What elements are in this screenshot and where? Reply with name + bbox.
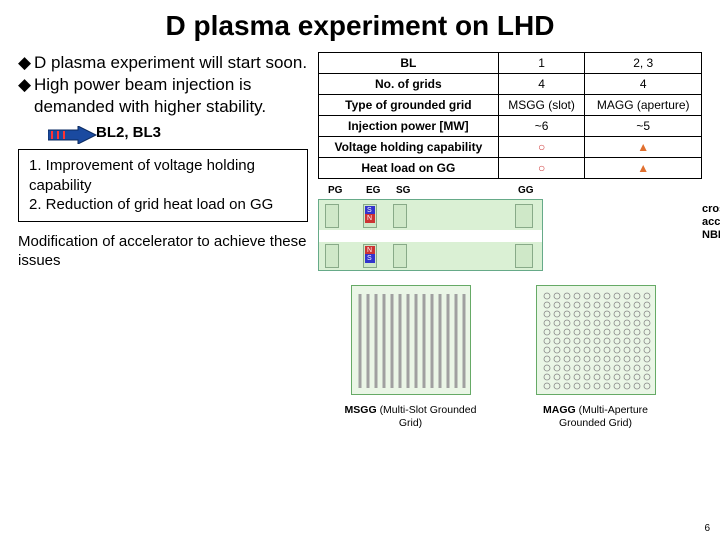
table-cell: Injection power [MW] (319, 116, 499, 137)
diagram-area: PGEGSGGG SNNS cross-section of accelerat… (318, 185, 702, 455)
table-cell: ~5 (585, 116, 702, 137)
arrow-label: BL2, BL3 (96, 124, 161, 141)
cross-section-diagram: PGEGSGGG SNNS (318, 185, 563, 275)
grid-label: PG (328, 185, 342, 196)
magg-figure: MAGG (Multi-Aperture Grounded Grid) (521, 285, 671, 429)
grid-label: EG (366, 185, 380, 196)
bullet-marker: ◆ (18, 52, 34, 74)
magg-caption: MAGG (Multi-Aperture Grounded Grid) (521, 404, 671, 429)
table-cell: Heat load on GG (319, 158, 499, 179)
comparison-table: BL12, 3No. of grids44Type of grounded gr… (318, 52, 702, 179)
table-cell: 4 (498, 74, 585, 95)
bullet-item: ◆ D plasma experiment will start soon. (18, 52, 308, 74)
table-cell: MSGG (slot) (498, 95, 585, 116)
left-column: ◆ D plasma experiment will start soon. ◆… (18, 52, 308, 455)
grid-label: SG (396, 185, 410, 196)
table-cell: MAGG (aperture) (585, 95, 702, 116)
table-cell: 4 (585, 74, 702, 95)
right-column: BL12, 3No. of grids44Type of grounded gr… (318, 52, 702, 455)
table-cell: Type of grounded grid (319, 95, 499, 116)
improvement-box: 1. Improvement of voltage holding capabi… (18, 149, 308, 222)
table-cell: ~6 (498, 116, 585, 137)
msgg-caption: MSGG (Multi-Slot Grounded Grid) (336, 404, 486, 429)
bullet-text: High power beam injection is demanded wi… (34, 74, 308, 118)
table-cell: ○ (498, 137, 585, 158)
msgg-figure: MSGG (Multi-Slot Grounded Grid) (336, 285, 486, 429)
table-cell: BL (319, 53, 499, 74)
table-cell: No. of grids (319, 74, 499, 95)
table-cell: ○ (498, 158, 585, 179)
table-cell: 1 (498, 53, 585, 74)
cross-section-caption: cross-section of accelerator of NIFS N-N… (702, 203, 720, 243)
bullet-text: D plasma experiment will start soon. (34, 52, 307, 74)
table-cell: 2, 3 (585, 53, 702, 74)
arrow-row: BL2, BL3 (48, 124, 308, 141)
table-cell: ▲ (585, 137, 702, 158)
grid-label: GG (518, 185, 534, 196)
table-cell: Voltage holding capability (319, 137, 499, 158)
page-title: D plasma experiment on LHD (18, 10, 702, 42)
main-area: ◆ D plasma experiment will start soon. ◆… (18, 52, 702, 455)
modification-text: Modification of accelerator to achieve t… (18, 232, 308, 271)
arrow-icon (48, 126, 88, 140)
table-cell: ▲ (585, 158, 702, 179)
bullet-list: ◆ D plasma experiment will start soon. ◆… (18, 52, 308, 118)
box-item: 2. Reduction of grid heat load on GG (29, 195, 297, 215)
bullet-marker: ◆ (18, 74, 34, 118)
bullet-item: ◆ High power beam injection is demanded … (18, 74, 308, 118)
page-number: 6 (704, 523, 710, 534)
grid-figures-row: MSGG (Multi-Slot Grounded Grid) MAGG (Mu… (318, 285, 688, 429)
box-item: 1. Improvement of voltage holding capabi… (29, 156, 297, 195)
